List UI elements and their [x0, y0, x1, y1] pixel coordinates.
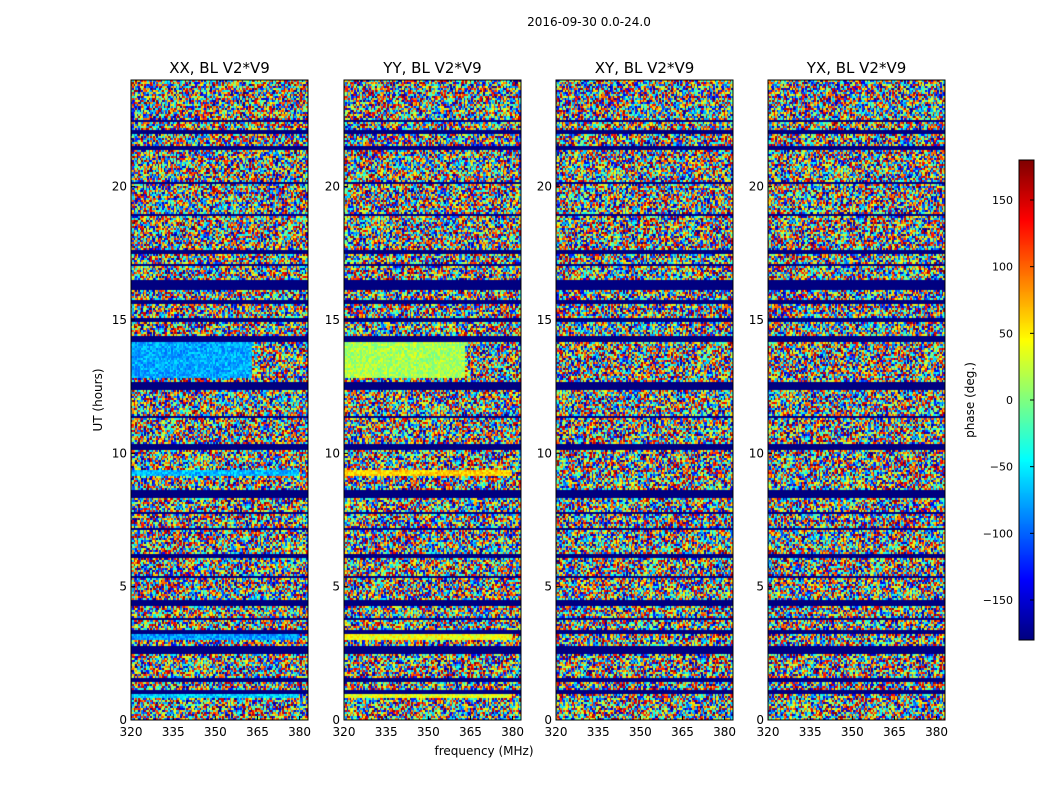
y-tick-label: 10	[112, 446, 127, 460]
x-tick-label: 320	[757, 725, 780, 739]
colorbar-tick-label: −50	[990, 461, 1013, 474]
y-tick-label: 10	[749, 446, 764, 460]
heatmap-xy	[556, 80, 733, 720]
y-tick-label: 0	[332, 713, 340, 727]
figure-title: 2016-09-30 0.0-24.0	[527, 15, 651, 29]
x-tick-label: 365	[671, 725, 694, 739]
panel-title: YX, BL V2*V9	[806, 59, 907, 77]
x-tick-label: 320	[120, 725, 143, 739]
y-axis-label: UT (hours)	[91, 368, 105, 431]
y-tick-label: 20	[325, 180, 340, 194]
y-tick-label: 5	[756, 580, 764, 594]
y-tick-label: 0	[756, 713, 764, 727]
x-tick-label: 350	[204, 725, 227, 739]
y-tick-label: 15	[749, 313, 764, 327]
x-tick-label: 380	[501, 725, 524, 739]
x-tick-label: 380	[288, 725, 311, 739]
panel-xx: XX, BL V2*V9 320 335 350 365 380 0 5 10 15 20	[112, 59, 311, 739]
y-tick-label: 5	[332, 580, 340, 594]
heatmap-canvas-yx	[768, 80, 945, 720]
colorbar-tick-label: −150	[983, 594, 1013, 607]
x-tick-label: 380	[925, 725, 948, 739]
y-tick-label: 20	[537, 180, 552, 194]
colorbar: −150 −100 −50 0 50 100 150	[983, 159, 1035, 641]
panel-frame	[130, 79, 309, 721]
y-tick-label: 0	[119, 713, 127, 727]
y-tick-label: 15	[112, 313, 127, 327]
x-tick-label: 365	[246, 725, 269, 739]
panel-frame	[343, 79, 522, 721]
y-tick-label: 10	[537, 446, 552, 460]
colorbar-tick-label: 50	[999, 327, 1013, 340]
colorbar-canvas	[1019, 160, 1034, 640]
x-tick-label: 350	[841, 725, 864, 739]
y-tick-label: 15	[325, 313, 340, 327]
x-tick-label: 350	[629, 725, 652, 739]
heatmap-yy	[344, 80, 521, 720]
y-tick-label: 20	[749, 180, 764, 194]
heatmap-canvas-xx	[131, 80, 308, 720]
colorbar-label: phase (deg.)	[963, 362, 977, 438]
y-tick-label: 10	[325, 446, 340, 460]
x-tick-label: 335	[587, 725, 610, 739]
panel-yx: YX, BL V2*V9 320 335 350 365 380 0 5 10 15 20	[749, 59, 948, 739]
panel-xy: XY, BL V2*V9 320 335 350 365 380 0 5 10 15 20	[537, 59, 736, 739]
colorbar-tick-label: 150	[992, 194, 1013, 207]
panel-title: XY, BL V2*V9	[595, 59, 695, 77]
x-tick-label: 335	[162, 725, 185, 739]
colorbar-tick-label: 100	[992, 261, 1013, 274]
heatmap-xx	[131, 80, 308, 720]
x-tick-label: 365	[459, 725, 482, 739]
heatmap-canvas-yy	[344, 80, 521, 720]
colorbar-tick-label: 0	[1006, 394, 1013, 407]
panel-title: YY, BL V2*V9	[382, 59, 481, 77]
heatmap-canvas-xy	[556, 80, 733, 720]
panel-frame	[767, 79, 946, 721]
x-tick-label: 335	[799, 725, 822, 739]
x-axis-label: frequency (MHz)	[434, 744, 533, 758]
y-tick-label: 20	[112, 180, 127, 194]
x-tick-label: 320	[545, 725, 568, 739]
colorbar-tick-label: −100	[983, 527, 1013, 540]
x-tick-label: 350	[417, 725, 440, 739]
x-tick-label: 365	[883, 725, 906, 739]
x-tick-label: 380	[713, 725, 736, 739]
x-tick-label: 320	[333, 725, 356, 739]
y-tick-label: 5	[544, 580, 552, 594]
panel-yy: YY, BL V2*V9 320 335 350 365 380 0 5 10 15 20	[325, 59, 524, 739]
y-tick-label: 0	[544, 713, 552, 727]
panel-frame	[555, 79, 734, 721]
colorbar-gradient	[1019, 160, 1034, 640]
y-tick-label: 5	[119, 580, 127, 594]
heatmap-yx	[768, 80, 945, 720]
panel-title: XX, BL V2*V9	[169, 59, 270, 77]
y-tick-label: 15	[537, 313, 552, 327]
x-tick-label: 335	[375, 725, 398, 739]
